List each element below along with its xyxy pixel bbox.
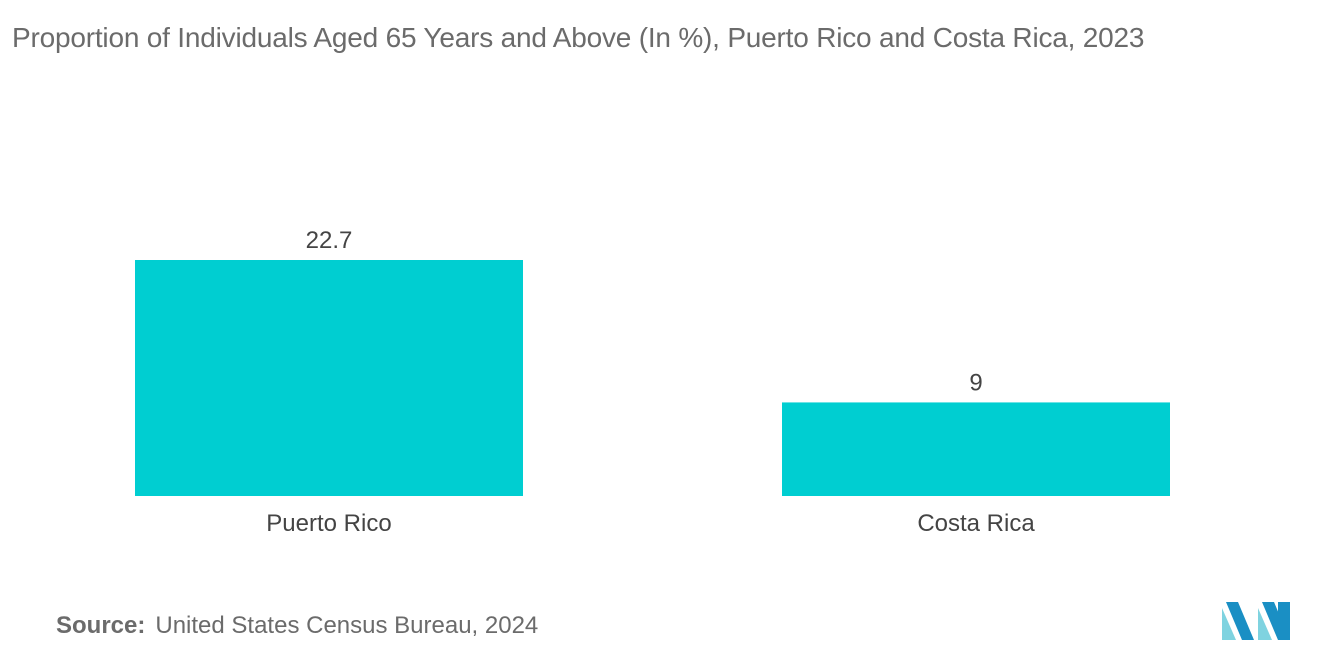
category-label-puerto-rico: Puerto Rico (266, 510, 391, 537)
bar-costa-rica (782, 402, 1170, 496)
logo-mid-stroke (1258, 608, 1272, 640)
source-note: Source: United States Census Bureau, 2024 (56, 612, 538, 640)
source-text: United States Census Bureau, 2024 (155, 612, 539, 639)
data-label-costa-rica: 9 (969, 369, 982, 396)
chart-title: Proportion of Individuals Aged 65 Years … (12, 22, 1145, 53)
source-label: Source: (56, 612, 146, 639)
logo-left-stroke (1222, 608, 1236, 640)
brand-logo-icon (1222, 602, 1290, 640)
logo-left-diagonal (1226, 602, 1254, 640)
bar-puerto-rico (135, 260, 523, 496)
category-label-costa-rica: Costa Rica (917, 510, 1035, 537)
logo-right-stroke (1278, 602, 1290, 640)
data-label-puerto-rico: 22.7 (306, 227, 353, 254)
